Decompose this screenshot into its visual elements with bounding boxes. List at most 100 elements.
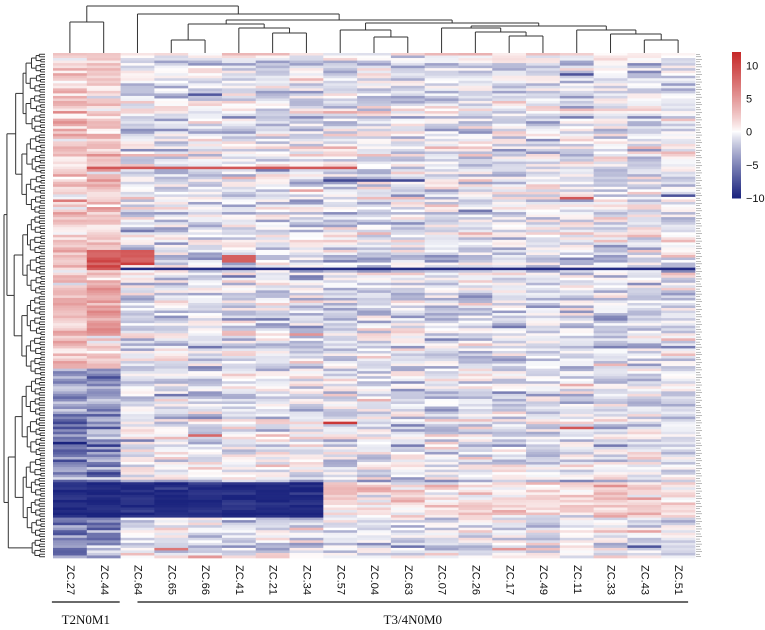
heatmap-cell (154, 429, 189, 433)
heatmap-cell (627, 174, 662, 178)
heatmap-cell (53, 391, 88, 395)
heatmap-cell (120, 131, 155, 135)
heatmap-cell (357, 520, 392, 524)
heatmap-cell (53, 517, 88, 521)
heatmap-cell (255, 530, 290, 534)
heatmap-cell (323, 542, 358, 546)
heatmap-cell (188, 335, 223, 339)
heatmap-cell (593, 70, 628, 74)
heatmap-cell (661, 154, 696, 157)
heatmap-cell (53, 300, 88, 304)
heatmap-cell (424, 176, 459, 180)
heatmap-cell (390, 136, 426, 140)
heatmap-cell (86, 378, 121, 382)
heatmap-cell (390, 542, 426, 546)
heatmap-cell (492, 335, 527, 339)
heatmap-cell (526, 255, 561, 258)
heatmap-cell (120, 224, 155, 228)
heatmap-cell (154, 409, 189, 412)
heatmap-cell (255, 386, 290, 390)
heatmap-cell (424, 224, 459, 228)
heatmap-cell (53, 272, 88, 276)
heatmap-cell (559, 111, 594, 114)
heatmap-cell (390, 73, 426, 77)
heatmap-cell (120, 70, 155, 74)
heatmap-cell (661, 323, 696, 327)
heatmap-cell (424, 510, 459, 513)
heatmap-cell (458, 530, 493, 534)
heatmap-cell (661, 171, 696, 175)
colorbar-segment (732, 106, 741, 109)
heatmap-cell (154, 275, 189, 279)
heatmap-cell (627, 396, 662, 400)
heatmap-cell (458, 83, 493, 87)
heatmap-cell (188, 436, 223, 440)
colorbar-segment (732, 122, 741, 125)
heatmap-cell (154, 320, 189, 324)
heatmap-cell (221, 310, 257, 314)
heatmap-cell (255, 78, 290, 82)
heatmap-cell (120, 479, 155, 483)
heatmap-cell (424, 338, 459, 342)
heatmap-cell (188, 123, 223, 127)
heatmap-cell (255, 396, 290, 400)
heatmap-cell (188, 204, 223, 208)
colorbar-segment (732, 146, 741, 149)
heatmap-cell (357, 75, 392, 79)
heatmap-cell (559, 302, 594, 306)
heatmap-cell (323, 257, 358, 261)
heatmap-cell (627, 156, 662, 160)
heatmap-cell (390, 176, 426, 180)
heatmap-cell (289, 464, 324, 468)
heatmap-cell (458, 103, 493, 107)
heatmap-cell (289, 535, 324, 539)
heatmap-cell (154, 416, 189, 420)
colorbar-segment (732, 135, 741, 138)
heatmap-cell (221, 487, 257, 491)
heatmap-cell (593, 537, 628, 541)
heatmap-cell (323, 83, 358, 87)
heatmap-cell (154, 411, 189, 415)
heatmap-cell (323, 366, 358, 369)
heatmap-cell (188, 403, 223, 407)
heatmap-cell (559, 260, 594, 263)
heatmap-cell (627, 60, 662, 64)
heatmap-cell (593, 95, 628, 99)
heatmap-cell (458, 78, 493, 82)
heatmap-cell (255, 391, 290, 395)
heatmap-cell (53, 189, 88, 193)
heatmap-cell (154, 55, 189, 59)
heatmap-cell (154, 472, 189, 476)
heatmap-cell (424, 525, 459, 529)
heatmap-cell (255, 434, 290, 438)
heatmap-cell (458, 487, 493, 491)
heatmap-cell (526, 151, 561, 155)
heatmap-cell (627, 391, 662, 395)
heatmap-cell (458, 60, 493, 64)
heatmap-cell (458, 363, 493, 367)
heatmap-cell (86, 70, 121, 74)
heatmap-cell (120, 550, 155, 554)
colorbar-segment (732, 157, 741, 160)
heatmap-cell (53, 290, 88, 294)
heatmap-cell (424, 421, 459, 425)
heatmap-cell (323, 116, 358, 120)
heatmap-cell (424, 65, 459, 69)
heatmap-cell (289, 285, 324, 289)
heatmap-cell (188, 348, 223, 352)
heatmap-cell (458, 517, 493, 521)
heatmap-cell (86, 201, 121, 205)
heatmap-cell (154, 338, 189, 342)
heatmap-cell (661, 363, 696, 367)
heatmap-cell (53, 297, 88, 301)
heatmap-cell (255, 136, 290, 140)
heatmap-cell (390, 479, 426, 483)
heatmap-cell (255, 207, 290, 210)
heatmap-cell (593, 532, 628, 536)
heatmap-cell (289, 489, 324, 493)
column-label: ZC.27 (64, 565, 76, 595)
heatmap-cell (492, 191, 527, 195)
heatmap-cell (627, 532, 662, 536)
heatmap-cell (357, 555, 392, 559)
heatmap-cell (86, 414, 121, 417)
